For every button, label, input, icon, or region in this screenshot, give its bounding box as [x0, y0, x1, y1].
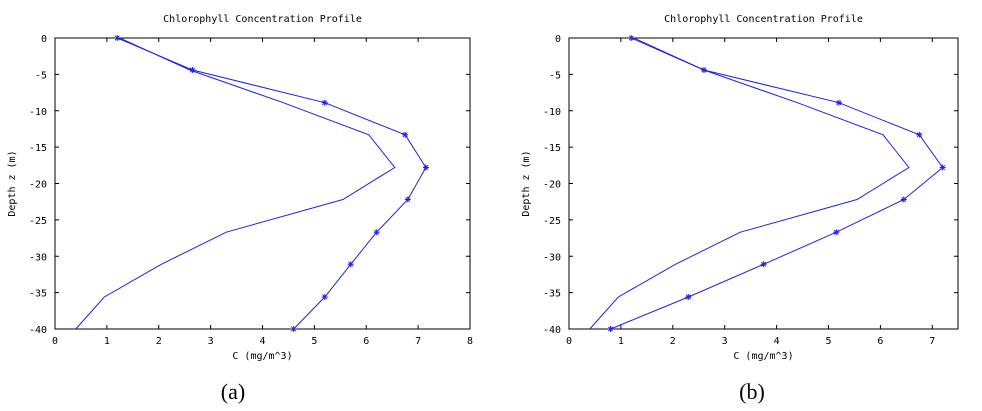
marker-stroke: [940, 164, 946, 171]
series-line-2: [610, 37, 944, 330]
marker-stroke: [322, 294, 328, 300]
marker-stroke: [916, 132, 922, 138]
star-marker: [900, 196, 907, 203]
chart-title: Chlorophyll Concentration Profile: [163, 14, 362, 25]
star-marker: [402, 131, 409, 138]
star-marker: [404, 196, 411, 203]
panel-caption: (b): [739, 379, 765, 404]
marker-stroke: [628, 35, 634, 41]
y-tick-label: -10: [543, 107, 561, 118]
y-axis-label: Depth z (m): [7, 150, 18, 216]
star-marker: [114, 35, 121, 41]
x-tick-label: 3: [722, 336, 728, 347]
x-tick-label: 2: [670, 336, 676, 347]
star-marker: [422, 164, 429, 171]
panel-caption: (a): [221, 379, 245, 404]
x-axis-label: C (mg/m^3): [232, 351, 292, 362]
y-axis-label: Depth z (m): [521, 150, 532, 216]
y-tick-label: -25: [543, 216, 561, 227]
marker-stroke: [189, 67, 196, 73]
series-line-1: [589, 37, 910, 330]
y-tick-label: 0: [555, 34, 561, 45]
y-tick-label: -25: [29, 216, 47, 227]
x-tick-label: 1: [104, 336, 110, 347]
marker-stroke: [701, 67, 707, 73]
x-tick-label: 3: [208, 336, 214, 347]
y-tick-label: -15: [543, 143, 561, 154]
star-marker: [347, 261, 354, 268]
star-marker: [700, 67, 707, 74]
star-marker: [189, 67, 196, 74]
x-tick-label: 0: [52, 336, 58, 347]
star-marker: [290, 326, 297, 332]
marker-stroke: [607, 326, 614, 332]
marker-stroke: [374, 229, 380, 235]
x-tick-label: 6: [877, 336, 883, 347]
marker-stroke: [402, 132, 408, 138]
x-tick-label: 6: [363, 336, 369, 347]
star-marker: [321, 293, 328, 300]
star-marker: [607, 326, 614, 332]
x-tick-label: 5: [311, 336, 317, 347]
x-tick-label: 8: [467, 336, 473, 347]
x-tick-label: 1: [618, 336, 624, 347]
x-tick-label: 2: [156, 336, 162, 347]
marker-stroke: [423, 164, 429, 171]
series-line-1: [75, 37, 396, 330]
marker-stroke: [348, 261, 354, 267]
x-tick-label: 0: [566, 336, 572, 347]
y-tick-label: -30: [543, 252, 561, 263]
plot-frame: [568, 37, 959, 330]
y-tick-label: -35: [29, 289, 47, 300]
x-tick-label: 7: [415, 336, 421, 347]
x-tick-label: 4: [259, 336, 265, 347]
marker-stroke: [761, 261, 767, 267]
star-marker: [939, 164, 946, 171]
plot-frame: [54, 37, 471, 330]
y-tick-label: -20: [543, 180, 561, 191]
x-tick-label: 7: [929, 336, 935, 347]
y-tick-label: -20: [29, 180, 47, 191]
y-tick-label: -5: [35, 70, 47, 81]
marker-stroke: [322, 100, 328, 106]
marker-stroke: [836, 100, 842, 106]
y-tick-label: -35: [543, 289, 561, 300]
y-tick-label: -15: [29, 143, 47, 154]
marker-stroke: [291, 326, 297, 332]
y-tick-label: -40: [29, 325, 47, 336]
y-tick-label: -5: [549, 70, 561, 81]
star-marker: [835, 99, 842, 106]
series-line-2: [117, 37, 427, 330]
x-axis-label: C (mg/m^3): [733, 351, 793, 362]
y-tick-label: -40: [543, 325, 561, 336]
marker-stroke: [405, 196, 411, 203]
marker-stroke: [901, 196, 907, 203]
marker-stroke: [114, 35, 120, 41]
star-marker: [833, 229, 840, 236]
star-marker: [628, 35, 635, 41]
marker-stroke: [833, 229, 839, 235]
x-tick-label: 4: [774, 336, 780, 347]
star-marker: [321, 99, 328, 106]
y-tick-label: -10: [29, 107, 47, 118]
marker-stroke: [685, 294, 691, 300]
chart-panel-b: Chlorophyll Concentration Profile C (mg/…: [521, 14, 959, 404]
chart-panel-a: Chlorophyll Concentration Profile C (mg/…: [7, 14, 473, 404]
x-tick-label: 5: [825, 336, 831, 347]
star-marker: [760, 261, 767, 268]
y-tick-label: 0: [41, 34, 47, 45]
chart-title: Chlorophyll Concentration Profile: [664, 14, 863, 25]
y-tick-label: -30: [29, 252, 47, 263]
star-marker: [685, 293, 692, 300]
star-marker: [373, 229, 380, 236]
star-marker: [916, 131, 923, 138]
